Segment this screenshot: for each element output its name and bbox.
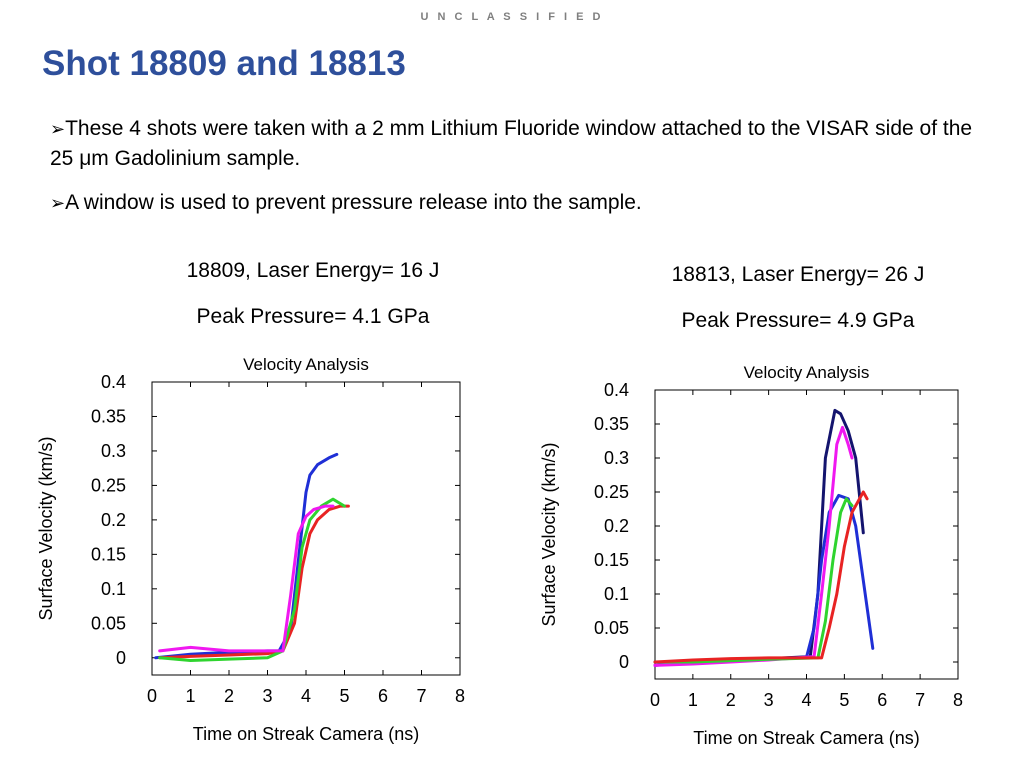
series-line bbox=[158, 497, 346, 662]
x-tick-label: 5 bbox=[339, 686, 349, 706]
x-tick-label: 7 bbox=[416, 686, 426, 706]
y-tick-label: 0.4 bbox=[604, 380, 629, 400]
y-tick-label: 0.2 bbox=[101, 510, 126, 530]
bullet-text: These 4 shots were taken with a 2 mm Lit… bbox=[50, 117, 973, 170]
x-tick-label: 8 bbox=[953, 690, 963, 710]
series-line bbox=[158, 504, 335, 653]
x-tick-label: 0 bbox=[650, 690, 660, 710]
arrow-bullet-icon: ➢ bbox=[50, 119, 66, 139]
x-tick-label: 2 bbox=[726, 690, 736, 710]
y-tick-label: 0.15 bbox=[91, 544, 126, 564]
series-line bbox=[158, 504, 350, 660]
chart-title: Velocity Analysis bbox=[744, 363, 870, 382]
chart-title: Velocity Analysis bbox=[243, 355, 369, 374]
y-tick-label: 0.05 bbox=[91, 613, 126, 633]
bullet-item: ➢These 4 shots were taken with a 2 mm Li… bbox=[50, 114, 1000, 174]
y-tick-label: 0.15 bbox=[594, 550, 629, 570]
x-tick-label: 4 bbox=[301, 686, 311, 706]
y-axis-label: Surface Velocity (km/s) bbox=[539, 442, 559, 626]
series-line bbox=[154, 452, 339, 660]
x-tick-label: 6 bbox=[877, 690, 887, 710]
caption-peak-pressure: Peak Pressure= 4.9 GPa bbox=[681, 309, 915, 332]
x-axis-label: Time on Streak Camera (ns) bbox=[693, 728, 919, 748]
y-tick-label: 0.25 bbox=[91, 475, 126, 495]
y-tick-label: 0 bbox=[619, 652, 629, 672]
y-tick-label: 0.3 bbox=[604, 448, 629, 468]
series-line bbox=[653, 497, 854, 664]
classification-banner: U N C L A S S I F I E D bbox=[420, 11, 604, 23]
bullet-item: ➢A window is used to prevent pressure re… bbox=[50, 188, 1000, 218]
series-line bbox=[653, 425, 854, 667]
y-tick-label: 0.3 bbox=[101, 441, 126, 461]
chart-caption-left: 18809, Laser Energy= 16 J Peak Pressure=… bbox=[133, 248, 493, 340]
caption-shot-energy: 18813, Laser Energy= 26 J bbox=[671, 263, 925, 286]
bullet-list: ➢These 4 shots were taken with a 2 mm Li… bbox=[50, 114, 1000, 232]
caption-peak-pressure: Peak Pressure= 4.1 GPa bbox=[196, 305, 430, 328]
x-tick-label: 2 bbox=[224, 686, 234, 706]
y-tick-label: 0.1 bbox=[604, 584, 629, 604]
y-tick-label: 0.35 bbox=[91, 406, 126, 426]
x-tick-label: 7 bbox=[915, 690, 925, 710]
plot-frame bbox=[654, 389, 959, 680]
x-tick-label: 1 bbox=[688, 690, 698, 710]
series-line bbox=[653, 408, 865, 664]
slide-title: Shot 18809 and 18813 bbox=[42, 44, 406, 83]
x-tick-label: 3 bbox=[262, 686, 272, 706]
bullet-text: A window is used to prevent pressure rel… bbox=[65, 191, 642, 214]
y-tick-label: 0 bbox=[116, 648, 126, 668]
chart-caption-right: 18813, Laser Energy= 26 J Peak Pressure=… bbox=[618, 252, 978, 344]
y-tick-label: 0.4 bbox=[101, 372, 126, 392]
y-tick-label: 0.05 bbox=[594, 618, 629, 638]
x-axis-label: Time on Streak Camera (ns) bbox=[193, 724, 419, 744]
x-tick-label: 4 bbox=[801, 690, 811, 710]
x-tick-label: 0 bbox=[147, 686, 157, 706]
series-line bbox=[653, 490, 869, 664]
y-tick-label: 0.1 bbox=[101, 579, 126, 599]
caption-shot-energy: 18809, Laser Energy= 16 J bbox=[186, 259, 440, 282]
x-tick-label: 8 bbox=[455, 686, 465, 706]
x-tick-label: 3 bbox=[764, 690, 774, 710]
y-tick-label: 0.35 bbox=[594, 414, 629, 434]
y-tick-label: 0.2 bbox=[604, 516, 629, 536]
x-tick-label: 5 bbox=[839, 690, 849, 710]
y-tick-label: 0.25 bbox=[594, 482, 629, 502]
x-tick-label: 1 bbox=[185, 686, 195, 706]
x-tick-label: 6 bbox=[378, 686, 388, 706]
y-axis-label: Surface Velocity (km/s) bbox=[36, 436, 56, 620]
arrow-bullet-icon: ➢ bbox=[50, 193, 66, 213]
